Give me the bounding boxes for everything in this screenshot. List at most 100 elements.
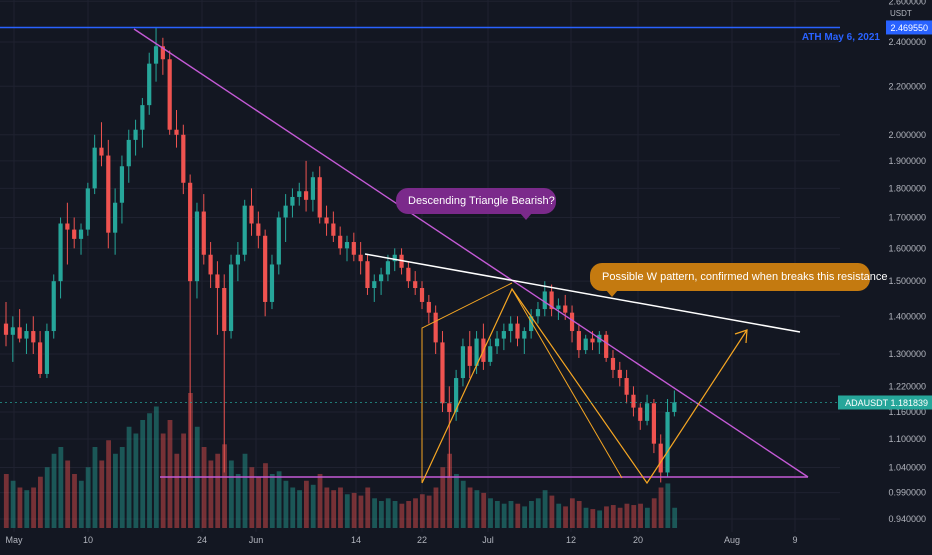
time-tick-label: Jul bbox=[482, 535, 494, 545]
volume-bar bbox=[481, 492, 487, 528]
last-price-tag bbox=[838, 395, 932, 410]
volume-bar bbox=[569, 498, 575, 528]
w-pattern-arrowhead bbox=[734, 329, 748, 344]
price-tick-label: 1.220000 bbox=[888, 381, 926, 391]
price-tick-label: 1.600000 bbox=[888, 243, 926, 253]
volume-bar bbox=[222, 444, 227, 528]
candle-body bbox=[290, 196, 295, 206]
candle-body bbox=[92, 147, 97, 189]
candle-body bbox=[563, 305, 568, 313]
volume-bar bbox=[85, 467, 91, 528]
candle-body bbox=[269, 264, 275, 302]
volume-bar bbox=[167, 420, 173, 528]
candle-body bbox=[413, 281, 418, 289]
price-tick-label: 1.800000 bbox=[888, 183, 926, 193]
time-tick-label: May bbox=[5, 535, 23, 545]
candle-body bbox=[242, 205, 247, 255]
candle-body bbox=[167, 59, 172, 130]
volume-bar bbox=[467, 487, 473, 528]
candle-body bbox=[426, 301, 431, 313]
candle-body bbox=[38, 342, 43, 374]
candle-body bbox=[406, 267, 411, 282]
time-tick-label: 24 bbox=[197, 535, 207, 545]
candle-body bbox=[113, 202, 118, 233]
volume-bar bbox=[501, 503, 507, 528]
w-pattern-left-leg bbox=[421, 282, 513, 483]
candle-body bbox=[508, 323, 513, 332]
volume-bar bbox=[433, 487, 439, 528]
volume-bar bbox=[508, 501, 514, 528]
candle-body bbox=[644, 403, 650, 421]
candle-body bbox=[617, 369, 622, 379]
candle-body bbox=[201, 211, 206, 255]
volume-bar bbox=[208, 460, 214, 528]
candle-body bbox=[31, 331, 36, 343]
volume-bar bbox=[113, 453, 118, 528]
candle-body bbox=[228, 264, 234, 332]
time-tick-label: Aug bbox=[724, 535, 740, 545]
candle-body bbox=[51, 281, 56, 332]
candle-body bbox=[624, 378, 629, 395]
ath-label: ATH May 6, 2021 bbox=[802, 32, 881, 43]
last-price-label: ADAUSDT 1.181839 bbox=[845, 398, 928, 408]
volume-bar bbox=[440, 467, 446, 528]
candles bbox=[3, 27, 677, 483]
price-tick-label: 2.200000 bbox=[888, 81, 926, 91]
candle-body bbox=[17, 327, 22, 339]
candle-body bbox=[488, 346, 493, 362]
volume-bar bbox=[58, 447, 64, 528]
volume-bar bbox=[604, 506, 609, 528]
volume-bar bbox=[426, 495, 432, 528]
candle-body bbox=[665, 411, 670, 473]
candle-body bbox=[556, 305, 561, 310]
candle-body bbox=[24, 331, 29, 339]
volume-bar bbox=[515, 503, 521, 528]
candle-body bbox=[324, 217, 329, 224]
candle-body bbox=[160, 46, 165, 60]
volume-bar bbox=[317, 474, 323, 528]
time-tick-label: 22 bbox=[417, 535, 427, 545]
volume-bar bbox=[529, 501, 534, 528]
volume-bar bbox=[297, 490, 302, 528]
candle-body bbox=[140, 105, 145, 130]
drawings bbox=[0, 26, 840, 485]
volume-bar bbox=[365, 487, 371, 528]
candle-body bbox=[310, 177, 315, 200]
candle-body bbox=[501, 331, 506, 339]
candle-body bbox=[392, 254, 397, 262]
candle-body bbox=[454, 378, 459, 412]
volume-bar bbox=[276, 471, 282, 528]
volume-bar bbox=[126, 426, 132, 528]
w-pattern-note-tip bbox=[606, 290, 618, 297]
candle-body bbox=[283, 205, 288, 218]
volume-bar bbox=[283, 480, 289, 528]
w-pattern-note[interactable]: Possible W pattern, confirmed when break… bbox=[590, 263, 888, 291]
candle-body bbox=[583, 338, 588, 351]
candle-body bbox=[351, 242, 356, 255]
volume-bar bbox=[460, 480, 466, 528]
volume-bar bbox=[235, 474, 241, 528]
candle-body bbox=[181, 134, 186, 183]
candle-body bbox=[263, 235, 268, 302]
candle-body bbox=[147, 63, 152, 106]
candle-body bbox=[549, 291, 554, 310]
volume-bar bbox=[256, 476, 262, 528]
time-axis[interactable]: May 10 24 Jun 14 22 Jul 12 20 Aug 9 bbox=[0, 532, 932, 550]
candle-body bbox=[208, 254, 213, 275]
volume-bar bbox=[406, 501, 412, 528]
volume-bar bbox=[72, 474, 77, 528]
candle-body bbox=[651, 403, 656, 444]
volume-bar bbox=[147, 413, 152, 528]
volume-bar bbox=[38, 476, 43, 528]
candle-body bbox=[440, 342, 445, 404]
candle-body bbox=[58, 223, 63, 282]
descending-triangle-note[interactable]: Descending Triangle Bearish? bbox=[396, 188, 556, 214]
volume-bar bbox=[201, 447, 207, 528]
volume-bar bbox=[338, 487, 343, 528]
volume-bar bbox=[344, 494, 350, 528]
volume-bars bbox=[3, 393, 678, 528]
volume-bar bbox=[65, 460, 71, 528]
volume-bar bbox=[658, 487, 664, 528]
